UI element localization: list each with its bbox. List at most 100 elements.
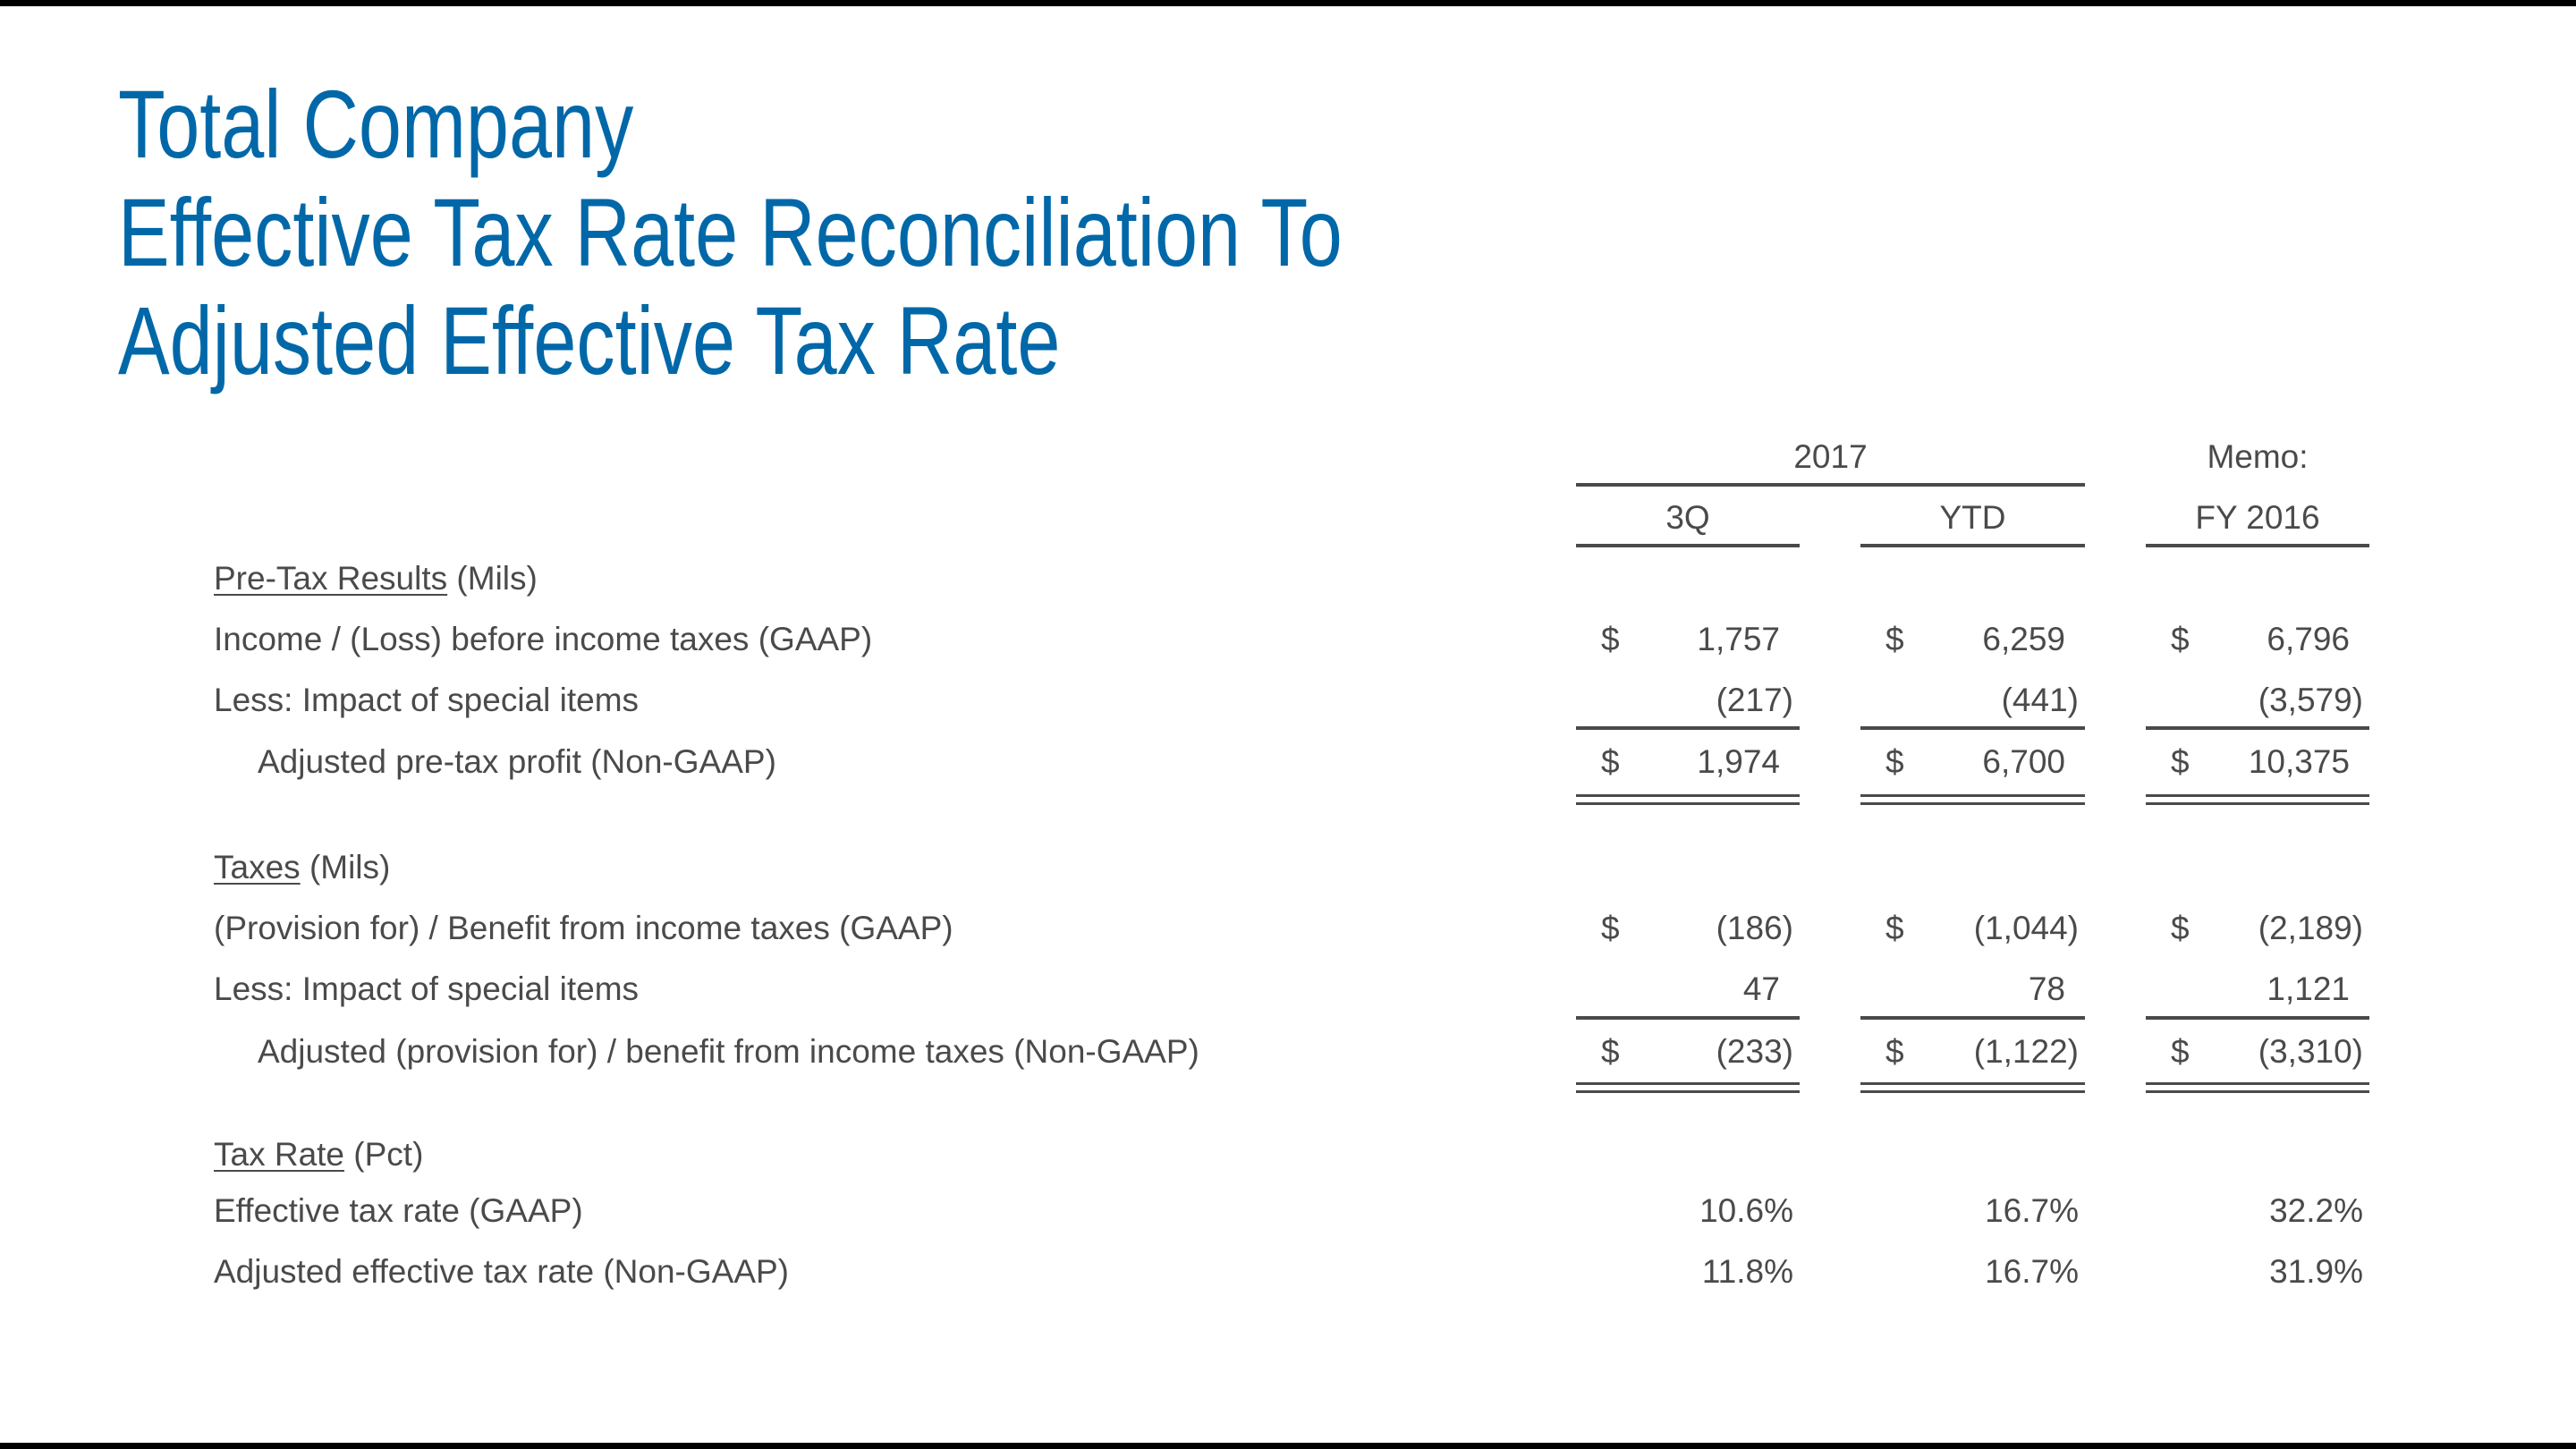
dollar-sign: $ (1885, 621, 1904, 657)
subtotal-rule (1576, 1016, 1800, 1020)
rule-line (1576, 544, 1800, 547)
cell-value: (233) (1716, 1033, 1793, 1070)
value-cell: 47 (1576, 967, 1800, 1012)
section-unit: (Pct) (353, 1136, 424, 1173)
dollar-sign: $ (1885, 910, 1904, 946)
section-unit: (Mils) (309, 849, 391, 886)
table-row: Adjusted pre-tax profit (Non-GAAP) $1,974… (0, 740, 2576, 784)
value-cell: 10.6% (1576, 1189, 1800, 1233)
table-row: Tax Rate (Pct) (0, 1132, 2576, 1177)
double-rule-bottom (2146, 802, 2369, 805)
rule-line (1860, 544, 2085, 547)
dollar-sign: $ (2171, 621, 2190, 657)
row-label: Effective tax rate (GAAP) (214, 1192, 583, 1229)
subtotal-rule (1576, 726, 1800, 730)
page-title: Total Company Effective Tax Rate Reconci… (118, 70, 1343, 394)
section-heading: Pre-Tax Results (Mils) (214, 556, 538, 601)
dollar-sign: $ (2171, 910, 2190, 946)
cell-value: 6,259 (1982, 621, 2065, 657)
row-label: Adjusted effective tax rate (Non-GAAP) (214, 1253, 790, 1290)
value-cell: $6,259 (1860, 617, 2085, 662)
table-row: (Provision for) / Benefit from income ta… (0, 906, 2576, 951)
cell-value: 78 (2028, 970, 2065, 1007)
column-header: FY 2016 (2195, 499, 2320, 536)
dollar-sign: $ (2171, 743, 2190, 780)
double-rule-bottom (1576, 1090, 1800, 1093)
value-cell: $10,375 (2146, 740, 2369, 784)
cell-value: (3,310) (2258, 1033, 2363, 1070)
table-row: Effective tax rate (GAAP) 10.6% 16.7% 32.2% (0, 1189, 2576, 1233)
value-cell: $1,974 (1576, 740, 1800, 784)
value-cell: $ (1,122) (1860, 1030, 2085, 1074)
title-line-3: Adjusted Effective Tax Rate (118, 286, 1061, 394)
table-row: Pre-Tax Results (Mils) (0, 556, 2576, 601)
cell-value: 10.6% (1699, 1192, 1793, 1229)
cell-value: 1,121 (2267, 970, 2350, 1007)
row-label: (Provision for) / Benefit from income ta… (214, 910, 953, 946)
group-header-2017: 2017 (1793, 438, 1868, 475)
dollar-sign: $ (1601, 910, 1620, 946)
cell-value: 6,796 (2267, 621, 2350, 657)
double-rule-top (1860, 1082, 2085, 1085)
section-heading-text: Taxes (214, 849, 301, 886)
value-cell: $ (1,044) (1860, 906, 2085, 951)
dollar-sign: $ (1601, 743, 1620, 780)
cell-value: (217) (1716, 682, 1793, 718)
row-label: Less: Impact of special items (214, 682, 640, 718)
value-cell: $ (2,189) (2146, 906, 2369, 951)
subtotal-rule (1860, 1016, 2085, 1020)
cell-value: 47 (1742, 970, 1780, 1007)
cell-value: 11.8% (1701, 1253, 1793, 1290)
table-row: 3Q YTD FY 2016 (0, 496, 2576, 540)
row-label: Less: Impact of special items (214, 970, 640, 1007)
dollar-sign: $ (1601, 621, 1620, 657)
value-cell: 31.9% (2146, 1250, 2369, 1294)
value-cell: (441) (1860, 678, 2085, 723)
row-label: Income / (Loss) before income taxes (GAA… (214, 621, 873, 657)
table-row: Less: Impact of special items (217) (441) (… (0, 678, 2576, 723)
double-rule-bottom (1860, 1090, 2085, 1093)
table-row: Adjusted effective tax rate (Non-GAAP) 11… (0, 1250, 2576, 1294)
value-cell: 11.8% (1576, 1250, 1800, 1294)
value-cell: 1,121 (2146, 967, 2369, 1012)
cell-value: (186) (1716, 910, 1793, 946)
dollar-sign: $ (1885, 743, 1904, 780)
title-line-2: Effective Tax Rate Reconciliation To (118, 178, 1343, 286)
value-cell: (217) (1576, 678, 1800, 723)
double-rule-top (1860, 794, 2085, 797)
cell-value: (1,044) (1973, 910, 2079, 946)
row-label: Adjusted pre-tax profit (Non-GAAP) (258, 743, 776, 780)
cell-value: (3,579) (2258, 682, 2363, 718)
column-header: 3Q (1665, 499, 1710, 536)
subtotal-rule (1860, 726, 2085, 730)
table-row: Adjusted (provision for) / benefit from … (0, 1030, 2576, 1074)
value-cell: 16.7% (1860, 1250, 2085, 1294)
cell-value: (1,122) (1973, 1033, 2079, 1070)
cell-value: (441) (2001, 682, 2079, 718)
value-cell: $ (186) (1576, 906, 1800, 951)
value-cell: (3,579) (2146, 678, 2369, 723)
double-rule-bottom (2146, 1090, 2369, 1093)
column-header: YTD (1939, 499, 2006, 536)
bottom-border (0, 1443, 2576, 1449)
rule-line (1576, 483, 2085, 487)
row-label: Adjusted (provision for) / benefit from … (258, 1033, 1199, 1070)
top-border (0, 0, 2576, 6)
cell-value: 1,974 (1697, 743, 1780, 780)
memo-header: Memo: (2207, 438, 2309, 475)
dollar-sign: $ (1601, 1033, 1620, 1070)
cell-value: (2,189) (2258, 910, 2363, 946)
dollar-sign: $ (2171, 1033, 2190, 1070)
value-cell: $ (3,310) (2146, 1030, 2369, 1074)
section-unit: (Mils) (456, 560, 538, 597)
value-cell: $6,796 (2146, 617, 2369, 662)
double-rule-bottom (1860, 802, 2085, 805)
subtotal-rule (2146, 726, 2369, 730)
value-cell: 78 (1860, 967, 2085, 1012)
value-cell: $6,700 (1860, 740, 2085, 784)
subtotal-rule (2146, 1016, 2369, 1020)
cell-value: 16.7% (1985, 1192, 2079, 1229)
value-cell: 32.2% (2146, 1189, 2369, 1233)
table-row: Income / (Loss) before income taxes (GAA… (0, 617, 2576, 662)
title-line-1: Total Company (118, 70, 634, 178)
